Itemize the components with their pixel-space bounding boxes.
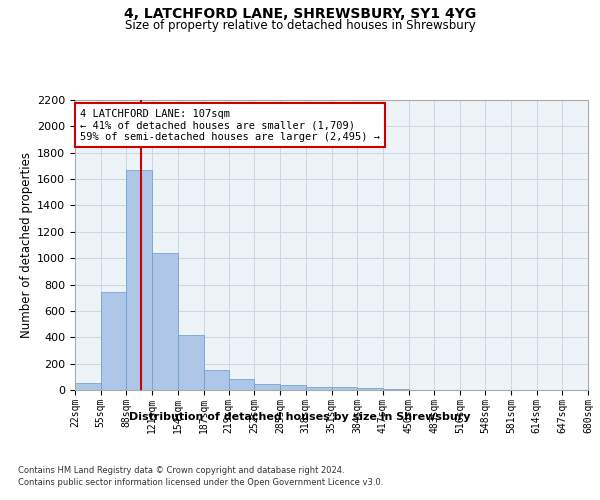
Text: Distribution of detached houses by size in Shrewsbury: Distribution of detached houses by size … [129, 412, 471, 422]
Bar [306, 386, 332, 390]
Bar [101, 292, 127, 390]
Bar [254, 384, 280, 390]
Bar [357, 388, 383, 390]
Bar [229, 380, 254, 390]
Text: Size of property relative to detached houses in Shrewsbury: Size of property relative to detached ho… [125, 19, 475, 32]
Text: Contains public sector information licensed under the Open Government Licence v3: Contains public sector information licen… [18, 478, 383, 487]
Bar [203, 370, 229, 390]
Y-axis label: Number of detached properties: Number of detached properties [20, 152, 33, 338]
Bar [127, 170, 152, 390]
Bar [75, 384, 101, 390]
Bar [178, 336, 203, 390]
Bar [280, 384, 306, 390]
Text: 4, LATCHFORD LANE, SHREWSBURY, SY1 4YG: 4, LATCHFORD LANE, SHREWSBURY, SY1 4YG [124, 8, 476, 22]
Text: 4 LATCHFORD LANE: 107sqm
← 41% of detached houses are smaller (1,709)
59% of sem: 4 LATCHFORD LANE: 107sqm ← 41% of detach… [80, 108, 380, 142]
Text: Contains HM Land Registry data © Crown copyright and database right 2024.: Contains HM Land Registry data © Crown c… [18, 466, 344, 475]
Bar [332, 388, 357, 390]
Bar [152, 253, 178, 390]
